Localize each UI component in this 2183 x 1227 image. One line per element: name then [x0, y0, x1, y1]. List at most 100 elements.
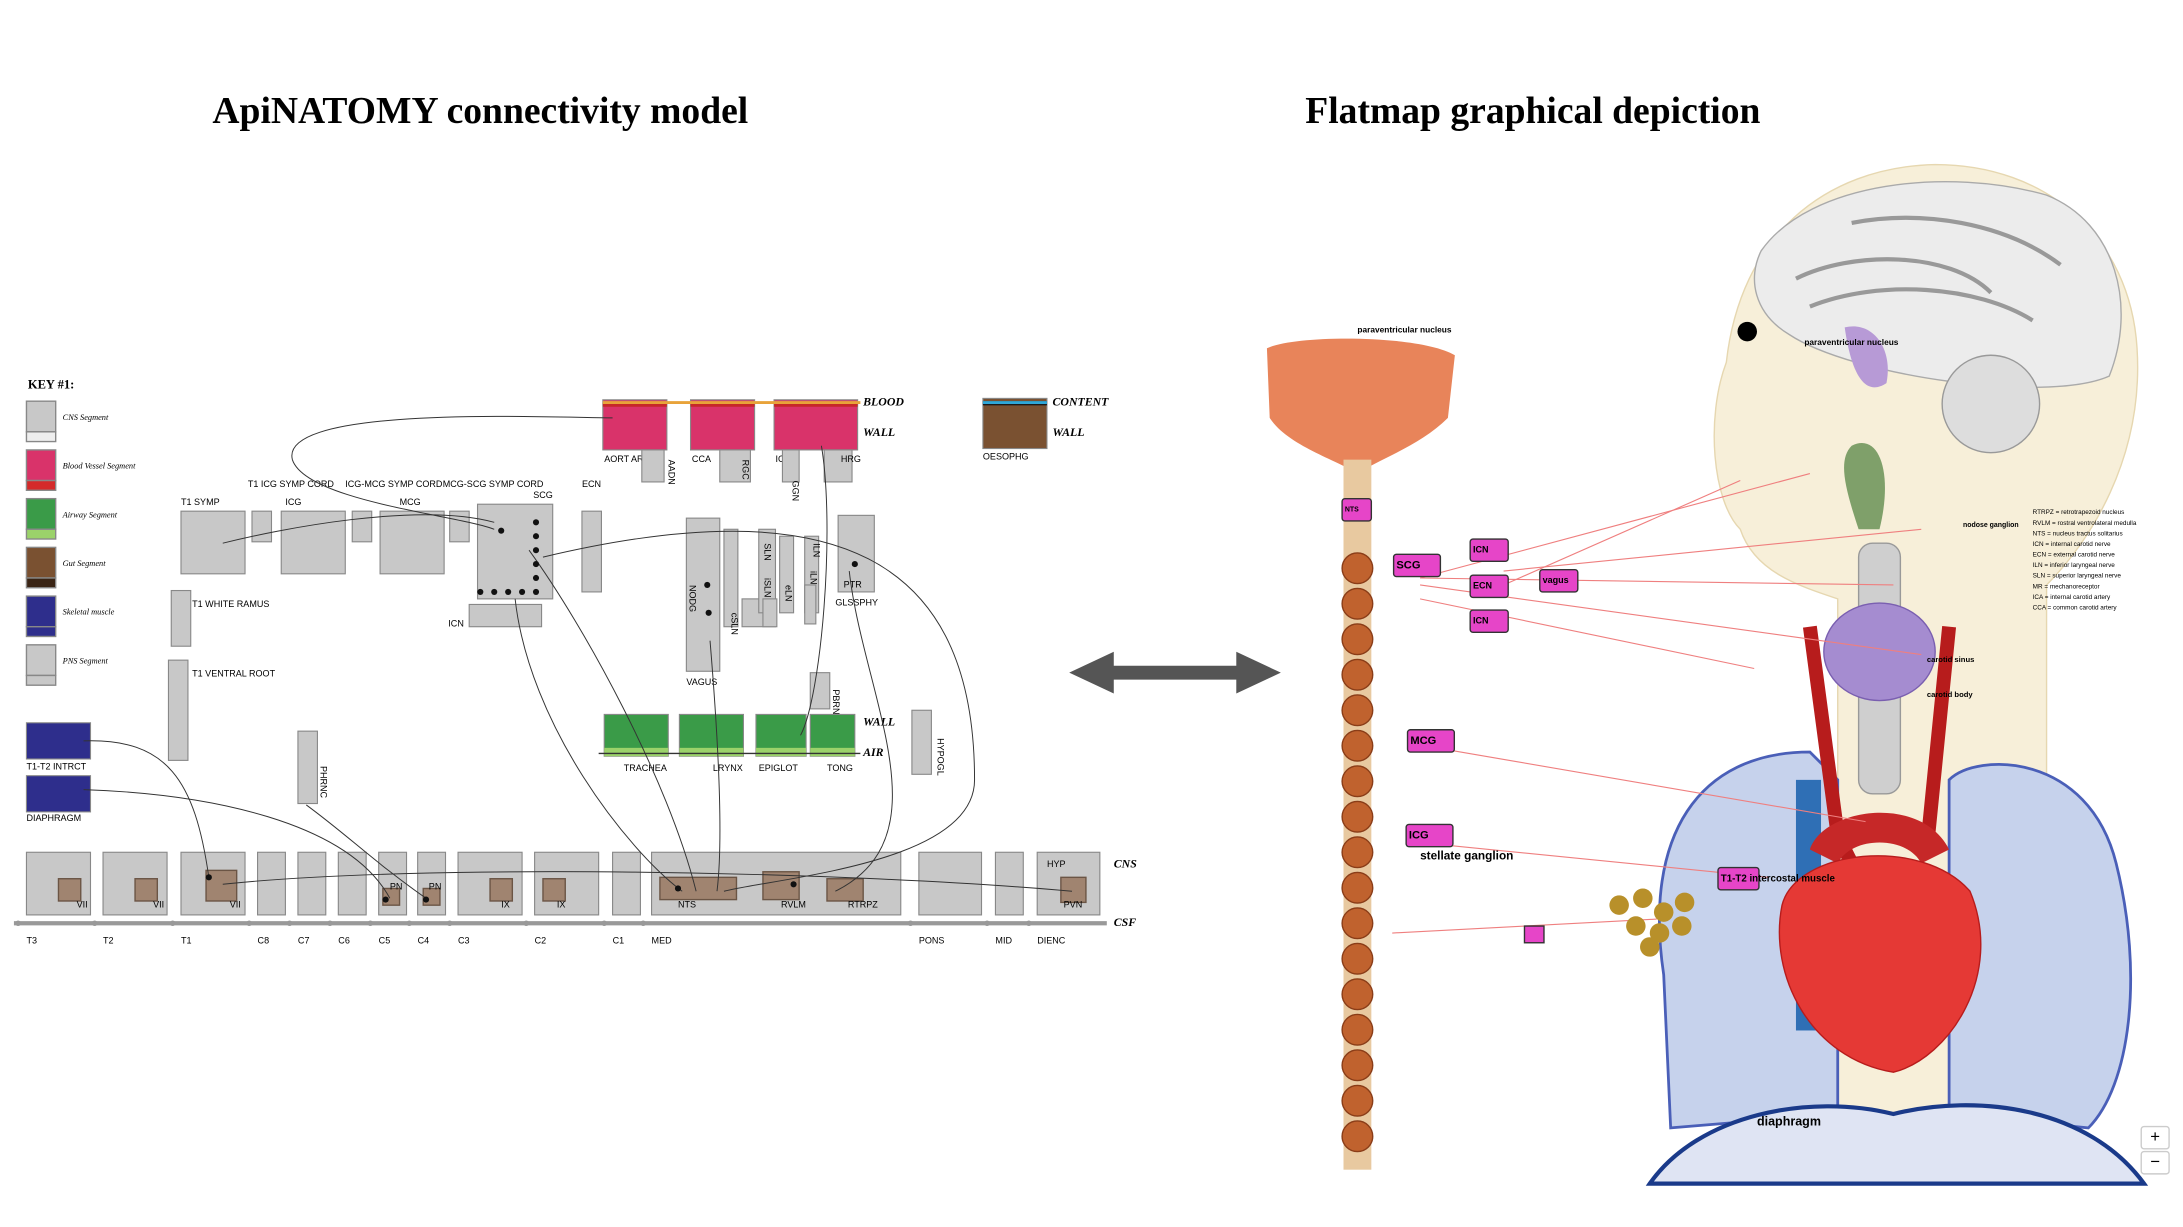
node-box — [280, 510, 346, 575]
segment-label: MED — [652, 936, 673, 946]
connection — [291, 415, 613, 530]
node-label: LRYNX — [713, 763, 743, 773]
connection-node — [532, 533, 540, 540]
key-item: Airway Segment — [62, 510, 118, 519]
segment-label: C7 — [298, 936, 310, 946]
ganglion-cell — [1672, 916, 1692, 936]
zoom-button[interactable]: + — [2140, 1125, 2170, 1150]
node-band — [810, 747, 855, 757]
nucleus — [826, 878, 864, 902]
structure-label: stellate ganglion — [1420, 849, 1513, 863]
vertebra — [1341, 836, 1374, 869]
nucleus — [659, 876, 738, 901]
layer-label: CONTENT — [1053, 394, 1110, 408]
node-box — [719, 449, 751, 483]
structure-label: SCG — [1396, 559, 1420, 571]
node-box — [773, 399, 859, 451]
title: ApiNATOMY connectivity model — [212, 91, 748, 132]
node-band — [755, 747, 807, 757]
structure-box — [1469, 574, 1509, 599]
node-label: ICN — [448, 618, 464, 628]
zoom-button[interactable]: − — [2140, 1150, 2170, 1175]
node-label: MCG-SCG SYMP CORD — [443, 479, 544, 489]
nerve — [1503, 528, 1922, 572]
node-box — [468, 603, 543, 628]
nucleus-label: HYP — [1047, 859, 1066, 869]
node-label: GLSSPHY — [835, 597, 878, 607]
connection-node — [532, 547, 540, 554]
legend-entry: ICA = internal carotid artery — [2033, 594, 2111, 601]
layer-label: WALL — [863, 425, 895, 439]
segment-label: T1 — [181, 936, 192, 946]
node-box — [581, 510, 602, 593]
segment-label: C4 — [418, 936, 430, 946]
connection — [83, 789, 391, 899]
structure-label: ICN — [1473, 545, 1489, 555]
nerve — [1420, 841, 1769, 878]
node-label: CCA — [692, 454, 711, 464]
connection-node — [705, 609, 712, 616]
node-label: T1 WHITE RAMUS — [192, 599, 269, 609]
ganglion-cell — [1640, 937, 1660, 957]
node-label: PTR — [844, 579, 863, 589]
node-label: T1 VENTRAL ROOT — [192, 668, 275, 678]
vertebra — [1341, 1120, 1374, 1153]
node-box — [762, 598, 778, 628]
node-box — [25, 722, 92, 760]
cns-segment — [1036, 851, 1101, 916]
heart — [1778, 855, 1982, 1073]
vertebra — [1341, 1049, 1374, 1082]
vertebra — [1341, 907, 1374, 940]
vertebra — [1341, 765, 1374, 798]
ganglion-cell — [1626, 916, 1646, 936]
node-label: ECN — [582, 479, 601, 489]
diaphragm-shape — [1645, 1103, 2149, 1186]
ganglion-cell — [1674, 892, 1695, 913]
structure-label: carotid sinus — [1927, 655, 1975, 664]
legend-entry: RVLM = rostral ventrolateral medulla — [2033, 520, 2137, 527]
node-label: T1 ICG SYMP CORD — [248, 479, 335, 489]
vertebra — [1341, 800, 1374, 833]
connection — [528, 549, 697, 892]
node-box — [804, 584, 817, 625]
node-box — [641, 449, 665, 483]
nodose-tissue — [1844, 443, 1885, 530]
segment-label: MID — [995, 936, 1012, 946]
segment-label: C6 — [338, 936, 350, 946]
node-box — [911, 709, 932, 775]
node-box — [379, 510, 445, 575]
key-swatch-band — [25, 528, 57, 540]
node-label: SLN — [763, 543, 773, 561]
nerve — [1419, 598, 1755, 670]
vertebra — [1341, 552, 1374, 585]
cerebellum — [1941, 354, 2041, 454]
node-box — [779, 535, 795, 614]
key-item: Skeletal muscle — [63, 608, 115, 617]
nerve — [1503, 480, 1741, 586]
nucleus-label: PN — [390, 881, 403, 891]
segment-label: C8 — [258, 936, 270, 946]
connection-node — [205, 874, 212, 881]
node-band — [679, 747, 744, 757]
node-label: T1-T2 INTRCT — [26, 762, 86, 772]
vertebra — [1341, 694, 1374, 727]
connection-node — [382, 896, 389, 903]
structure-label: vagus — [1543, 575, 1569, 585]
vertebra — [1341, 658, 1374, 691]
node-band — [690, 402, 755, 407]
node-box — [602, 399, 668, 451]
structure-label: carotid body — [1927, 690, 1974, 699]
segment-label: T2 — [103, 936, 114, 946]
legend-entry: ICN = internal carotid nerve — [2033, 541, 2111, 548]
nucleus — [542, 878, 566, 902]
node-box — [449, 510, 470, 543]
hypothalamus — [1844, 326, 1888, 388]
legend-entry: SLN = superior laryngeal nerve — [2033, 573, 2122, 580]
nucleus — [134, 878, 159, 902]
structure-label: diaphragm — [1757, 1115, 1821, 1129]
key-swatch — [25, 595, 57, 628]
node-label: TRACHEA — [624, 763, 667, 773]
vertebra — [1341, 623, 1374, 656]
structure-label: nodose ganglion — [1963, 522, 2019, 529]
nucleus-label: RTRPZ — [848, 900, 878, 910]
